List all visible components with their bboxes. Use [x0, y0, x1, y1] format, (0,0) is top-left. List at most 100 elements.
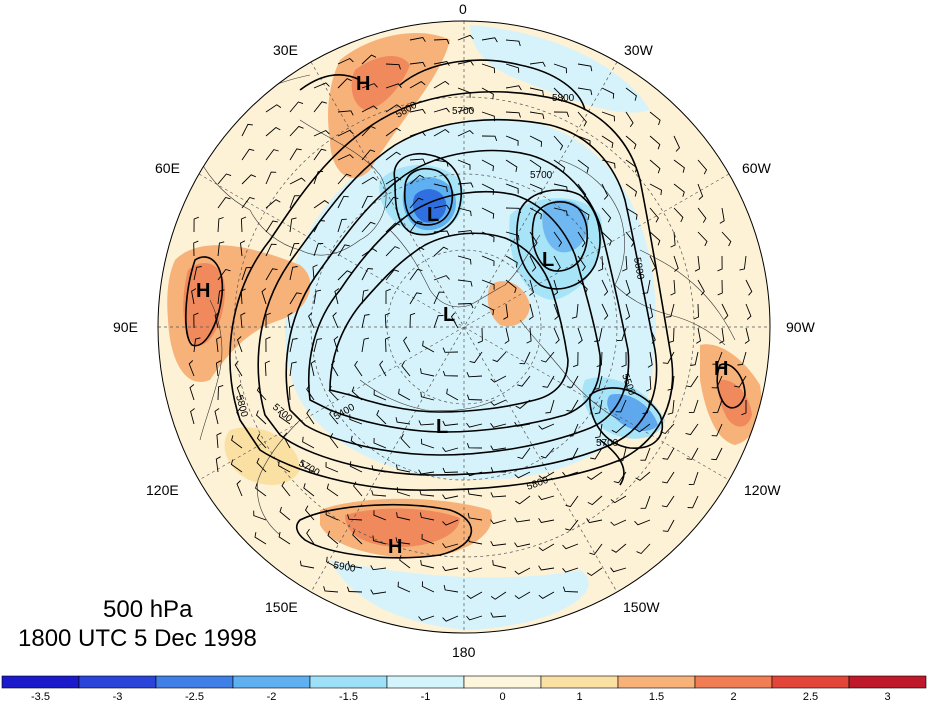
- wind-barb: [553, 327, 560, 344]
- wind-barb: [577, 255, 586, 272]
- wind-barb: [686, 447, 699, 460]
- wind-barb: [256, 385, 267, 401]
- wind-barb: [278, 531, 291, 545]
- wind-barb: [385, 151, 401, 161]
- wind-barb: [442, 615, 459, 622]
- wind-barb: [598, 255, 604, 272]
- wind-barb: [696, 327, 702, 344]
- colorbar-tick-label: 3: [884, 691, 890, 702]
- wind-barb: [433, 183, 448, 193]
- wind-barb: [420, 559, 435, 569]
- wind-barb: [193, 312, 199, 329]
- wind-barb: [687, 495, 699, 509]
- wind-barb: [625, 207, 638, 220]
- wind-barb: [577, 111, 587, 127]
- wind-barb: [313, 338, 323, 353]
- wind-barb: [443, 584, 459, 593]
- wind-barb: [302, 460, 315, 473]
- lon-label-30w: 30W: [624, 42, 654, 58]
- wind-barb: [230, 459, 243, 473]
- wind-barb: [697, 279, 705, 296]
- wind-barb: [254, 532, 267, 545]
- wind-barb: [589, 543, 603, 556]
- wind-barb: [325, 509, 339, 521]
- wind-barb: [442, 543, 459, 549]
- wind-barb: [673, 207, 684, 223]
- wind-barb: [649, 135, 661, 150]
- wind-barb: [442, 347, 459, 353]
- contour-label: 5700: [452, 106, 475, 117]
- wind-barb: [492, 560, 507, 569]
- wind-barb: [385, 336, 391, 353]
- wind-barb: [481, 255, 495, 267]
- wind-barb: [737, 351, 747, 366]
- wind-barb: [361, 195, 373, 209]
- pressure-center-low: L: [427, 204, 439, 226]
- wind-barb: [409, 312, 416, 329]
- wind-barb: [361, 105, 378, 113]
- wind-barb: [517, 447, 531, 460]
- wind-barb: [347, 560, 363, 569]
- wind-barb: [236, 408, 243, 425]
- wind-barb: [587, 495, 603, 506]
- wind-barb: [567, 447, 579, 461]
- wind-barb: [433, 291, 445, 305]
- wind-barb: [420, 368, 435, 377]
- wind-barb: [188, 360, 195, 377]
- pressure-center-low: L: [542, 249, 554, 271]
- colorbar-box: [540, 675, 619, 689]
- wind-barb: [325, 461, 339, 473]
- wind-barb: [492, 351, 507, 363]
- lon-label-150w: 150W: [623, 599, 660, 615]
- wind-barb: [346, 586, 363, 593]
- wind-barb: [396, 512, 411, 521]
- anomaly-negative-strong: [542, 200, 589, 253]
- wind-barb: [505, 135, 519, 146]
- wind-barb: [442, 494, 459, 500]
- wind-barb: [566, 375, 579, 388]
- wind-barb: [505, 231, 520, 241]
- wind-barb: [215, 360, 222, 377]
- colorbar-tick-label: 2: [730, 691, 736, 702]
- wind-barb: [385, 269, 400, 281]
- wind-barb: [361, 268, 374, 281]
- wind-barb: [361, 83, 378, 89]
- wind-barb: [538, 471, 555, 480]
- wind-barb: [649, 231, 661, 246]
- wind-barb: [649, 255, 657, 272]
- wind-barb: [409, 268, 423, 281]
- wind-barb: [649, 327, 656, 344]
- wind-barb: [289, 292, 302, 305]
- wind-barb: [481, 231, 495, 243]
- wind-barb: [625, 135, 637, 150]
- wind-barb: [313, 170, 324, 185]
- wind-barb: [334, 288, 340, 305]
- wind-barb: [385, 196, 399, 209]
- wind-barb: [553, 255, 561, 272]
- wind-barb: [433, 38, 450, 45]
- wind-barb: [642, 399, 651, 415]
- wind-barb: [590, 447, 603, 460]
- wind-barb: [385, 222, 401, 233]
- wind-barb: [395, 417, 411, 425]
- wind-barb: [562, 567, 579, 573]
- wind-barb: [667, 399, 675, 415]
- wind-barb: [673, 255, 679, 272]
- anomaly-negative-pale: [330, 560, 589, 630]
- wind-barb: [745, 279, 753, 296]
- wind-barb: [577, 183, 587, 199]
- wind-barb: [409, 174, 425, 185]
- wind-barb: [467, 489, 483, 497]
- wind-barb: [514, 421, 531, 427]
- wind-barb: [409, 36, 426, 42]
- wind-barb: [481, 303, 494, 316]
- wind-barb: [409, 292, 422, 305]
- contour-label: 5800: [631, 257, 646, 281]
- wind-barb: [442, 420, 459, 426]
- wind-barb: [621, 351, 627, 368]
- wind-barb: [385, 176, 402, 185]
- wind-barb: [466, 394, 483, 401]
- wind-barb: [466, 442, 483, 449]
- wind-barb: [337, 218, 347, 233]
- wind-barb: [662, 447, 675, 460]
